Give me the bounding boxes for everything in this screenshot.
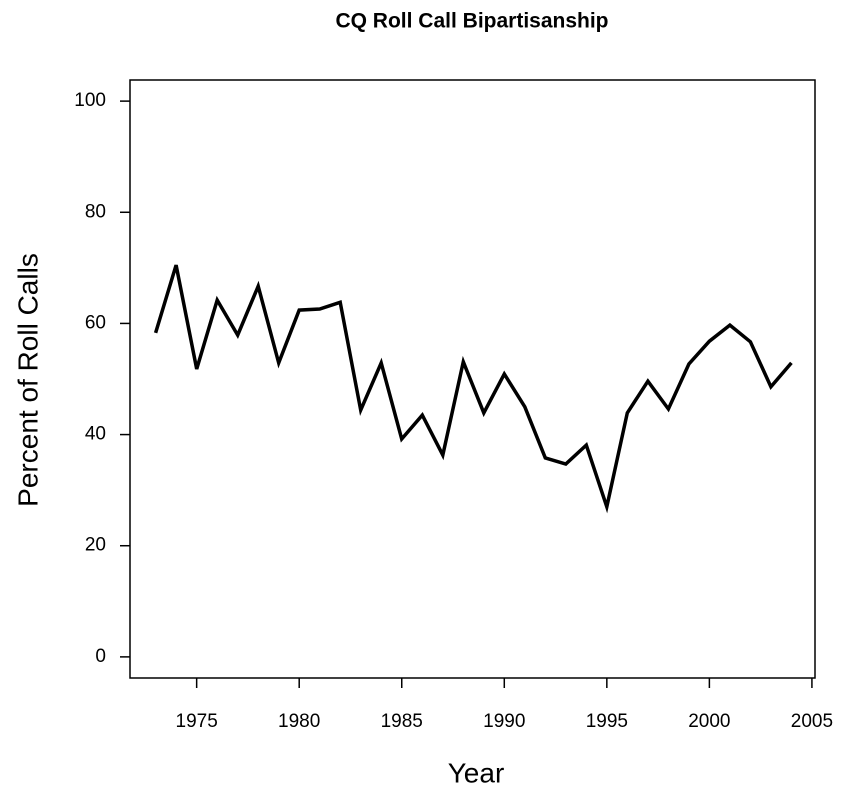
y-tick-label: 0 — [95, 646, 106, 667]
y-tick-label: 80 — [85, 201, 106, 222]
chart-title: CQ Roll Call Bipartisanship — [335, 10, 608, 33]
x-tick-label: 1995 — [586, 711, 628, 732]
x-tick-label: 1980 — [278, 711, 320, 732]
x-tick-label: 1985 — [381, 711, 423, 732]
x-tick-label: 2005 — [791, 711, 833, 732]
line — [153, 264, 793, 514]
x-tick-label: 1990 — [483, 711, 525, 732]
y-tick-label: 100 — [74, 90, 106, 111]
x-axis-label: Year — [448, 757, 505, 788]
plot-frame — [129, 79, 816, 679]
y-tick-label: 40 — [85, 424, 106, 445]
x-tick-label: 2000 — [688, 711, 730, 732]
y-tick-label: 60 — [85, 312, 106, 333]
y-tick-label: 20 — [85, 535, 106, 556]
x-tick-label: 1975 — [176, 711, 218, 732]
y-axis-label: Percent of Roll Calls — [12, 253, 43, 507]
